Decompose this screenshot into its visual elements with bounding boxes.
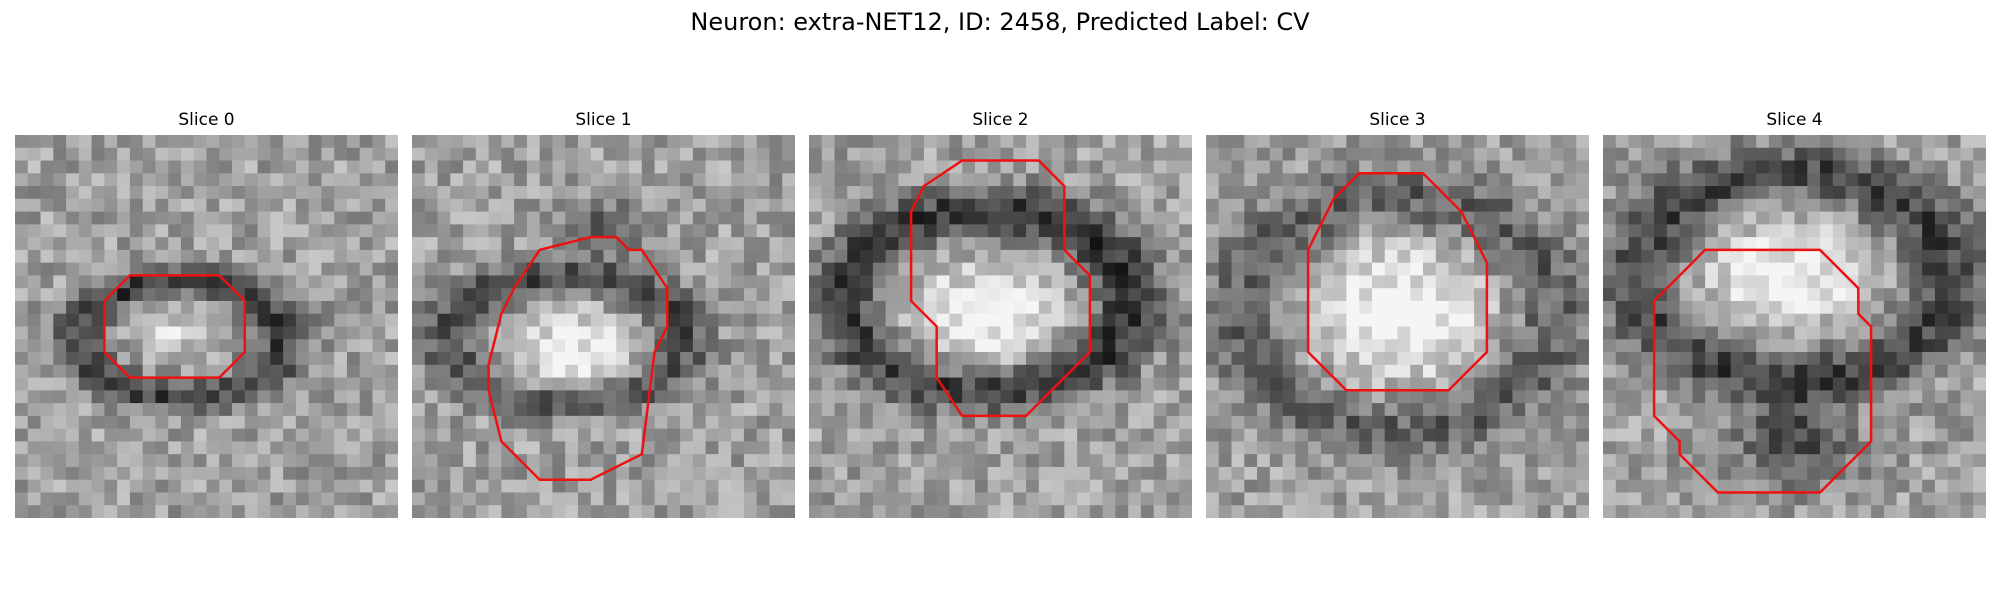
slice-title: Slice 0 [178,110,235,130]
slice-image [412,135,795,518]
pixel-grid [809,135,1192,518]
segmentation-contour [103,274,247,379]
pixel-grid [1206,135,1589,518]
slice-image [1206,135,1589,518]
slice-image [1603,135,1986,518]
segmentation-contour [487,235,669,481]
slice-image [809,135,1192,518]
segmentation-contour [1306,172,1489,392]
figure-title: Neuron: extra-NET12, ID: 2458, Predicted… [690,8,1310,36]
slice-image [15,135,398,518]
segmentation-contour [1652,248,1873,494]
pixel-grid [1603,135,1986,518]
slice-title: Slice 1 [575,110,632,130]
slice-title: Slice 3 [1369,110,1426,130]
grayscale-micrograph [412,135,795,518]
grayscale-micrograph [15,135,398,518]
pixel-grid [412,135,795,518]
grayscale-micrograph [1603,135,1986,518]
pixel-grid [15,135,398,518]
slice-title: Slice 2 [972,110,1029,130]
slice-title: Slice 4 [1766,110,1823,130]
segmentation-contour [909,159,1092,418]
grayscale-micrograph [809,135,1192,518]
grayscale-micrograph [1206,135,1589,518]
